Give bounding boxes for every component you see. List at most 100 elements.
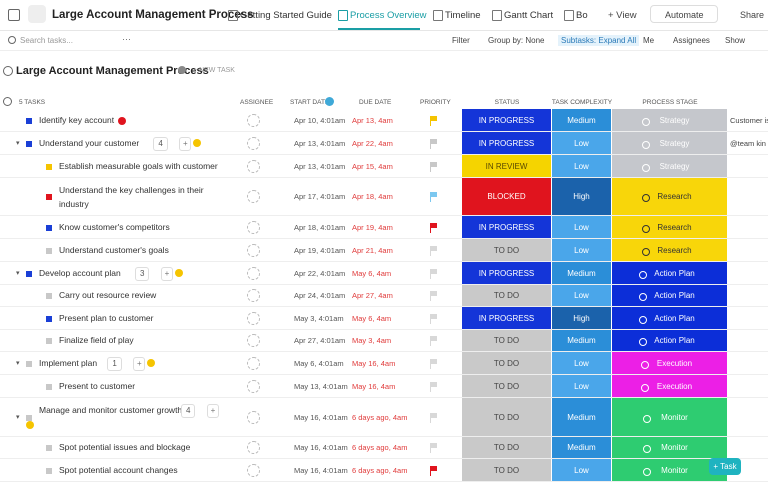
toolbar-me[interactable]: Me bbox=[643, 36, 655, 45]
task-name[interactable]: Understand the key challenges in their i… bbox=[59, 185, 204, 209]
complexity-label[interactable]: Medium bbox=[567, 412, 596, 422]
stage-label[interactable]: Execution bbox=[656, 358, 693, 368]
stage-label[interactable]: Action Plan bbox=[654, 268, 695, 278]
new-task[interactable]: + NEW TASK bbox=[193, 67, 235, 74]
stage-label[interactable]: Monitor bbox=[661, 412, 688, 422]
priority-flag[interactable] bbox=[431, 222, 437, 228]
stage-label[interactable]: Monitor bbox=[661, 465, 688, 475]
status-label[interactable]: IN REVIEW bbox=[485, 161, 528, 171]
complexity-label[interactable]: Low bbox=[574, 465, 589, 475]
view-tab[interactable]: Getting Started Guide bbox=[240, 10, 332, 21]
assignee-avatar[interactable] bbox=[247, 289, 260, 302]
task-name[interactable]: Implement plan bbox=[39, 357, 98, 368]
status-label[interactable]: TO DO bbox=[493, 291, 520, 300]
priority-flag[interactable] bbox=[431, 138, 437, 144]
status-label[interactable]: TO DO bbox=[493, 381, 520, 391]
complexity-label[interactable]: Medium bbox=[567, 115, 596, 125]
task-name[interactable]: Identify key account bbox=[39, 114, 115, 125]
add-view[interactable]: + View bbox=[608, 10, 637, 21]
task-name[interactable]: Present to customer bbox=[59, 380, 136, 391]
stage-label[interactable]: Action Plan bbox=[654, 291, 695, 300]
status-label[interactable]: IN PROGRESS bbox=[478, 138, 535, 148]
toolbar-assignees[interactable]: Assignees bbox=[673, 36, 710, 45]
task-name[interactable]: Carry out resource review bbox=[59, 290, 157, 300]
complexity-label[interactable]: High bbox=[573, 313, 590, 323]
task-name[interactable]: Establish measurable goals with customer bbox=[59, 160, 218, 171]
complexity-label[interactable]: Medium bbox=[567, 443, 596, 452]
priority-flag[interactable] bbox=[431, 115, 437, 121]
stage-label[interactable]: Research bbox=[657, 245, 692, 255]
complexity-label[interactable]: Low bbox=[574, 245, 589, 255]
priority-flag[interactable] bbox=[431, 192, 437, 197]
assignee-avatar[interactable] bbox=[247, 441, 260, 454]
status-label[interactable]: TO DO bbox=[493, 336, 520, 345]
priority-flag[interactable] bbox=[431, 336, 437, 341]
view-tab[interactable]: Process Overview bbox=[350, 10, 427, 21]
stage-label[interactable]: Action Plan bbox=[654, 313, 695, 323]
stage-label[interactable]: Action Plan bbox=[654, 336, 695, 345]
share[interactable]: Share bbox=[740, 10, 765, 20]
priority-flag[interactable] bbox=[431, 443, 437, 448]
priority-flag[interactable] bbox=[431, 291, 437, 296]
toolbar-group-by[interactable]: Group by: None bbox=[488, 36, 545, 45]
priority-flag[interactable] bbox=[431, 381, 437, 387]
task-name[interactable]: Spot potential issues and blockage bbox=[59, 442, 191, 452]
assignee-avatar[interactable] bbox=[247, 379, 260, 393]
complexity-label[interactable]: Medium bbox=[567, 268, 596, 278]
priority-flag[interactable] bbox=[431, 358, 437, 364]
status-label[interactable]: TO DO bbox=[493, 245, 520, 255]
status-label[interactable]: IN PROGRESS bbox=[478, 115, 535, 125]
assignee-avatar[interactable] bbox=[247, 159, 260, 173]
complexity-label[interactable]: Low bbox=[574, 358, 589, 368]
stage-label[interactable]: Research bbox=[657, 192, 692, 201]
assignee-avatar[interactable] bbox=[247, 113, 260, 127]
assignee-avatar[interactable] bbox=[247, 356, 260, 370]
toolbar-show[interactable]: Show bbox=[725, 36, 746, 45]
assignee-avatar[interactable] bbox=[247, 220, 260, 234]
priority-flag[interactable] bbox=[431, 245, 437, 251]
complexity-label[interactable]: Low bbox=[574, 381, 589, 391]
stage-label[interactable]: Strategy bbox=[659, 138, 690, 148]
task-name[interactable]: Manage and monitor customer growth bbox=[39, 405, 183, 415]
complexity-label[interactable]: Medium bbox=[567, 336, 596, 345]
more[interactable]: ··· bbox=[122, 34, 131, 44]
status-label[interactable]: IN PROGRESS bbox=[478, 268, 535, 278]
task-button[interactable]: + Task bbox=[709, 458, 741, 475]
priority-flag[interactable] bbox=[431, 161, 437, 167]
assignee-avatar[interactable] bbox=[247, 410, 260, 424]
assignee-avatar[interactable] bbox=[247, 463, 260, 477]
task-name[interactable]: Finalize field of play bbox=[59, 335, 134, 345]
stage-label[interactable]: Research bbox=[657, 222, 692, 232]
toolbar-filter[interactable]: Filter bbox=[452, 36, 470, 45]
task-name[interactable]: Know customer's competitors bbox=[59, 221, 170, 232]
task-name[interactable]: Present plan to customer bbox=[59, 312, 154, 323]
assignee-avatar[interactable] bbox=[247, 136, 260, 150]
status-label[interactable]: TO DO bbox=[493, 412, 520, 422]
assignee-avatar[interactable] bbox=[247, 266, 260, 280]
automate-label[interactable]: Automate bbox=[665, 10, 704, 20]
priority-flag[interactable] bbox=[431, 412, 437, 418]
priority-flag[interactable] bbox=[431, 465, 437, 471]
view-tab[interactable]: Timeline bbox=[445, 10, 481, 21]
stage-label[interactable]: Execution bbox=[656, 381, 693, 391]
priority-flag[interactable] bbox=[431, 313, 437, 319]
status-label[interactable]: TO DO bbox=[493, 465, 520, 475]
complexity-label[interactable]: Low bbox=[574, 222, 589, 232]
task-name[interactable]: Develop account plan bbox=[39, 267, 121, 278]
stage-label[interactable]: Strategy bbox=[659, 115, 690, 125]
task-name[interactable]: Understand your customer bbox=[39, 137, 140, 148]
toolbar-subtasks[interactable]: Subtasks: Expand All bbox=[558, 35, 640, 46]
status-label[interactable]: TO DO bbox=[493, 358, 520, 368]
assignee-avatar[interactable] bbox=[247, 190, 260, 203]
priority-flag[interactable] bbox=[431, 268, 437, 274]
stage-label[interactable]: Strategy bbox=[659, 161, 690, 171]
assignee-avatar[interactable] bbox=[247, 334, 260, 347]
status-label[interactable]: IN PROGRESS bbox=[478, 222, 535, 232]
view-tab[interactable]: Gantt Chart bbox=[504, 10, 554, 21]
status-label[interactable]: BLOCKED bbox=[487, 192, 526, 201]
complexity-label[interactable]: Low bbox=[574, 161, 589, 171]
status-label[interactable]: TO DO bbox=[493, 443, 520, 452]
status-label[interactable]: IN PROGRESS bbox=[478, 313, 535, 323]
complexity-label[interactable]: Low bbox=[574, 138, 589, 148]
stage-label[interactable]: Monitor bbox=[661, 443, 688, 452]
